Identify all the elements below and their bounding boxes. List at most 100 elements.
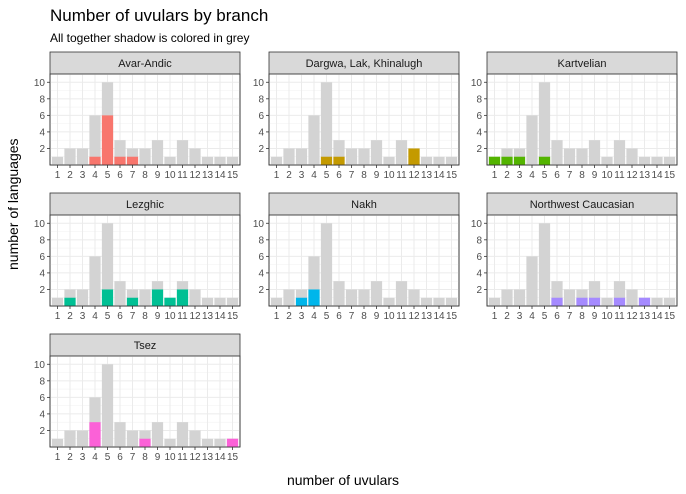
x-tick-label: 6 — [117, 311, 123, 322]
y-tick-label: 6 — [39, 111, 45, 122]
shadow-bar — [538, 82, 551, 165]
shadow-bar — [601, 297, 613, 306]
y-tick-label: 10 — [34, 360, 46, 371]
shadow-bar — [51, 156, 64, 165]
shadow-bar — [501, 148, 513, 165]
x-tick-label: 15 — [446, 311, 458, 322]
branch-bar — [488, 156, 501, 165]
x-tick-label: 1 — [55, 311, 61, 322]
shadow-bar — [370, 140, 383, 165]
branch-bar — [101, 115, 114, 165]
shadow-bar — [176, 422, 189, 447]
branch-bar — [101, 289, 114, 306]
x-tick-label: 4 — [92, 311, 98, 322]
panel-strip-label: Lezghic — [126, 199, 164, 211]
x-tick-label: 4 — [529, 311, 535, 322]
branch-bar — [164, 297, 176, 306]
branch-bar — [638, 297, 651, 306]
x-tick-label: 4 — [529, 170, 535, 181]
x-tick-label: 7 — [130, 452, 136, 463]
branch-bar — [89, 156, 101, 165]
x-tick-label: 7 — [130, 311, 136, 322]
x-tick-label: 3 — [80, 170, 86, 181]
shadow-bar — [189, 289, 201, 306]
x-tick-label: 4 — [92, 170, 98, 181]
x-tick-label: 12 — [626, 311, 638, 322]
x-tick-label: 8 — [142, 170, 148, 181]
y-tick-label: 6 — [476, 111, 482, 122]
x-tick-label: 15 — [227, 452, 239, 463]
shadow-bar — [358, 148, 370, 165]
x-tick-label: 5 — [105, 311, 111, 322]
chart-subtitle: All together shadow is colored in grey — [50, 31, 250, 45]
shadow-bar — [445, 156, 458, 165]
branch-bar — [226, 438, 239, 447]
y-tick-label: 10 — [471, 219, 483, 230]
y-tick-label: 8 — [39, 235, 45, 246]
shadow-bar — [164, 438, 176, 447]
x-tick-label: 11 — [614, 311, 625, 322]
y-tick-label: 10 — [253, 219, 265, 230]
x-tick-label: 8 — [579, 311, 585, 322]
shadow-bar — [408, 289, 420, 306]
shadow-bar — [395, 281, 408, 306]
x-tick-label: 2 — [504, 170, 510, 181]
x-tick-label: 9 — [374, 170, 380, 181]
x-tick-label: 12 — [189, 452, 201, 463]
shadow-bar — [151, 140, 164, 165]
branch-bar — [295, 297, 308, 306]
x-tick-label: 1 — [55, 170, 61, 181]
x-tick-label: 8 — [142, 452, 148, 463]
shadow-bar — [139, 289, 151, 306]
branch-bar — [308, 289, 320, 306]
y-tick-label: 6 — [258, 252, 264, 263]
shadow-bar — [214, 156, 226, 165]
branch-bar — [139, 438, 151, 447]
shadow-bar — [101, 364, 114, 447]
x-tick-label: 12 — [626, 170, 638, 181]
shadow-bar — [189, 148, 201, 165]
x-tick-label: 14 — [214, 311, 226, 322]
x-tick-label: 7 — [349, 170, 355, 181]
shadow-bar — [76, 430, 89, 447]
x-tick-label: 4 — [92, 452, 98, 463]
shadow-bar — [151, 422, 164, 447]
shadow-bar — [295, 148, 308, 165]
shadow-bar — [613, 140, 626, 165]
shadow-bar — [333, 281, 345, 306]
x-tick-label: 1 — [492, 170, 498, 181]
shadow-bar — [270, 156, 283, 165]
x-tick-label: 6 — [117, 452, 123, 463]
x-tick-label: 15 — [227, 311, 239, 322]
branch-bar — [89, 422, 101, 447]
x-tick-label: 10 — [164, 311, 176, 322]
shadow-bar — [176, 140, 189, 165]
shadow-bar — [270, 297, 283, 306]
shadow-bar — [333, 140, 345, 165]
shadow-bar — [513, 148, 526, 165]
x-tick-label: 14 — [433, 170, 445, 181]
x-tick-label: 9 — [155, 311, 161, 322]
panel-strip-label: Nakh — [351, 199, 377, 211]
x-tick-label: 11 — [614, 170, 625, 181]
shadow-bar — [64, 148, 76, 165]
shadow-bar — [563, 148, 576, 165]
branch-bar — [513, 156, 526, 165]
branch-bar — [588, 297, 601, 306]
shadow-bar — [588, 281, 601, 306]
x-tick-label: 5 — [542, 311, 548, 322]
shadow-bar — [488, 297, 501, 306]
shadow-bar — [308, 115, 320, 165]
shadow-bar — [613, 281, 626, 306]
shadow-bar — [51, 297, 64, 306]
shadow-bar — [283, 148, 295, 165]
x-tick-label: 13 — [639, 311, 651, 322]
x-tick-label: 9 — [155, 452, 161, 463]
shadow-bar — [370, 281, 383, 306]
y-tick-label: 4 — [39, 127, 45, 138]
shadow-bar — [420, 297, 433, 306]
x-tick-label: 15 — [664, 170, 676, 181]
branch-bar — [114, 156, 126, 165]
